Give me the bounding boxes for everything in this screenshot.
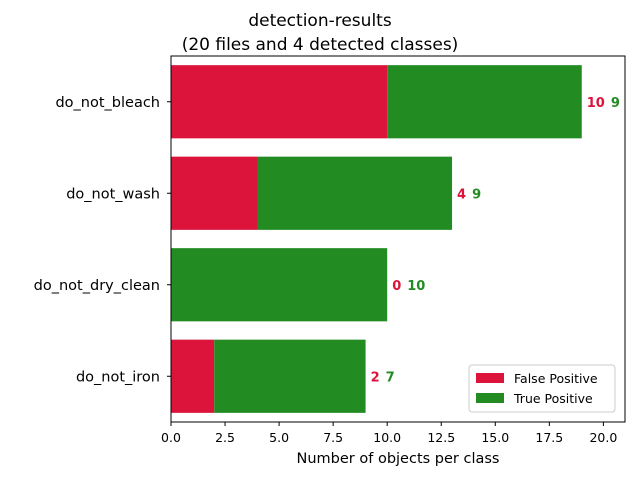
plot-frame [170, 55, 626, 423]
value-label-false-positive-do-not-bleach: 10 [587, 96, 605, 111]
chart-subtitle: (20 files and 4 detected classes) [181, 35, 459, 55]
x-tick-label-12-5: 12.5 [427, 430, 455, 445]
x-axis-label: Number of objects per class [297, 451, 500, 467]
x-tick-label-15-0: 15.0 [481, 430, 509, 445]
x-tick-label-0-0: 0.0 [161, 430, 181, 445]
bar-true-positive-do-not-iron [214, 339, 366, 413]
y-axis: do_not_bleach do_not_wash do_not_dry_clean… [34, 95, 171, 385]
legend: False Positive True Positive [468, 364, 616, 413]
value-label-false-positive-do-not-dry-clean: 0 [392, 279, 401, 294]
y-tick-label-do-not-wash: do_not_wash [66, 186, 160, 202]
legend-label-true-positive: True Positive [513, 391, 593, 406]
bar-true-positive-do-not-dry-clean [171, 248, 388, 322]
x-tick-label-5-0: 5.0 [269, 430, 289, 445]
legend-swatch-false-positive [476, 373, 504, 383]
value-label-false-positive-do-not-iron: 2 [371, 370, 380, 385]
legend-box [468, 364, 616, 413]
chart-title: detection-results [248, 11, 392, 31]
value-label-true-positive-do-not-bleach: 9 [611, 96, 620, 111]
legend-swatch-true-positive [476, 393, 504, 403]
bar-true-positive-do-not-bleach [387, 65, 582, 139]
value-label-true-positive-do-not-wash: 9 [472, 187, 481, 202]
y-tick-label-do-not-bleach: do_not_bleach [55, 95, 160, 111]
x-tick-label-17-5: 17.5 [535, 430, 563, 445]
x-tick-label-7-5: 7.5 [323, 430, 343, 445]
y-tick-label-do-not-iron: do_not_iron [76, 369, 160, 385]
bar-true-positive-do-not-wash [257, 156, 453, 230]
x-tick-label-10-0: 10.0 [373, 430, 401, 445]
bar-false-positive-do-not-wash [171, 156, 258, 230]
value-label-true-positive-do-not-iron: 7 [386, 370, 395, 385]
value-labels-group: 10 94 90 102 7 [371, 96, 620, 386]
value-label-true-positive-do-not-dry-clean: 10 [407, 279, 425, 294]
bars-group [171, 65, 582, 413]
y-tick-label-do-not-dry-clean: do_not_dry_clean [34, 278, 160, 294]
x-tick-label-20-0: 20.0 [589, 430, 617, 445]
bar-false-positive-do-not-bleach [171, 65, 388, 139]
x-axis: 0.0 2.5 5.0 7.5 10.0 12.5 15.0 17.5 20.0 [161, 422, 617, 445]
bar-false-positive-do-not-iron [171, 339, 215, 413]
value-label-false-positive-do-not-wash: 4 [457, 187, 466, 202]
legend-label-false-positive: False Positive [514, 371, 598, 386]
x-tick-label-2-5: 2.5 [215, 430, 235, 445]
